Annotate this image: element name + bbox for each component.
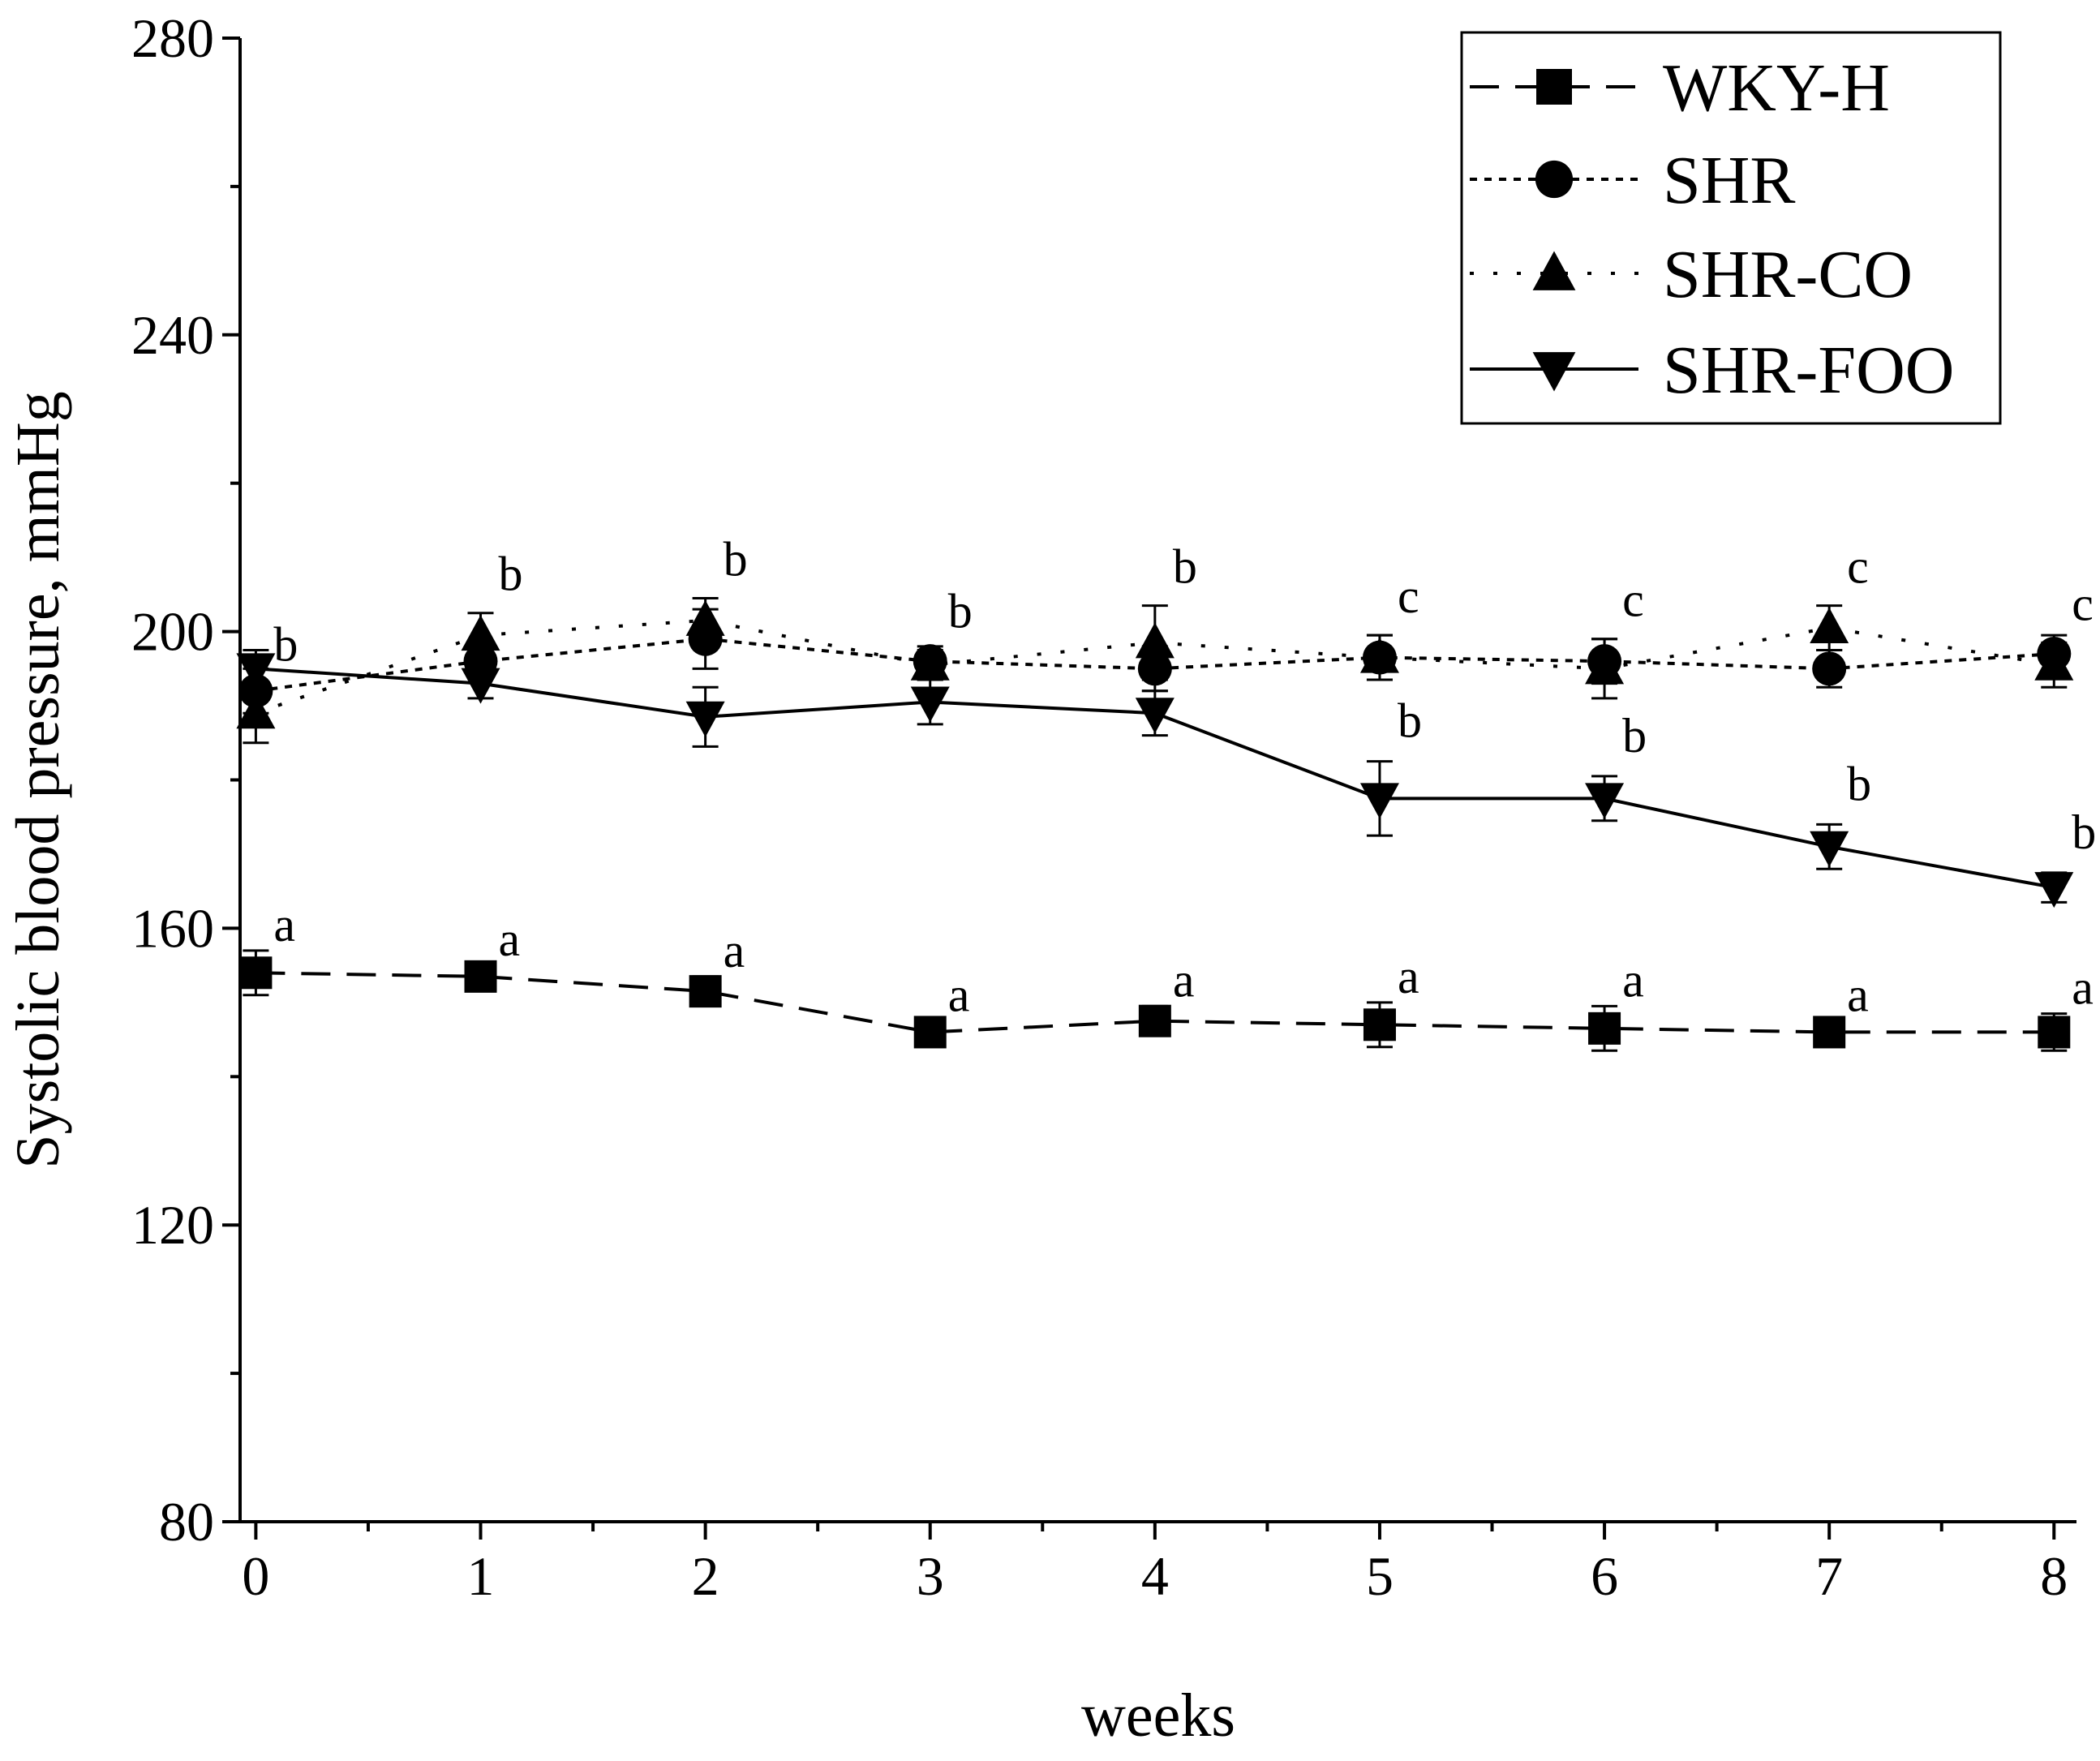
- data-point-shr-co: [1585, 648, 1625, 685]
- legend-marker-shr-foo: [1532, 352, 1576, 392]
- data-point-shr-co: [1135, 622, 1175, 659]
- x-axis-title: weeks: [1081, 1682, 1235, 1750]
- data-point-shr-foo: [910, 686, 950, 723]
- significance-label: a: [1622, 953, 1644, 1007]
- y-tick-label: 80: [159, 1491, 214, 1553]
- data-point-wky-h: [913, 1016, 947, 1049]
- data-point-wky-h: [1813, 1016, 1846, 1049]
- legend-label-wky-h: WKY-H: [1663, 50, 1890, 126]
- significance-label: c: [1398, 569, 1419, 623]
- significance-label: b: [1622, 709, 1647, 762]
- data-point-wky-h: [1363, 1008, 1396, 1042]
- x-tick-label: 3: [917, 1545, 944, 1607]
- data-point-shr-foo: [1135, 698, 1175, 734]
- y-tick-label: 160: [131, 897, 214, 959]
- significance-label: a: [273, 898, 295, 951]
- legend-label-shr-co: SHR-CO: [1663, 237, 1913, 312]
- data-point-shr-co: [236, 693, 276, 729]
- x-tick-label: 1: [467, 1545, 495, 1607]
- data-point-wky-h: [2038, 1016, 2071, 1049]
- x-tick-label: 8: [2040, 1545, 2068, 1607]
- data-point-shr-co: [685, 599, 725, 636]
- x-tick-label: 7: [1815, 1545, 1843, 1607]
- significance-label: b: [1173, 540, 1197, 594]
- x-tick-label: 5: [1366, 1545, 1394, 1607]
- x-tick-label: 4: [1141, 1545, 1169, 1607]
- series-shr-foo: [236, 648, 2074, 908]
- data-point-shr-co: [1810, 608, 1849, 644]
- significance-label: b: [724, 532, 748, 586]
- significance-label: b: [1398, 694, 1422, 748]
- series-shr-co: [236, 596, 2074, 745]
- significance-label: b: [1847, 757, 1871, 810]
- significance-label: a: [724, 924, 745, 977]
- significance-label: b: [2072, 805, 2096, 859]
- data-point-shr-foo: [1359, 783, 1399, 819]
- data-point-wky-h: [689, 975, 722, 1008]
- data-point-shr-foo: [685, 701, 725, 737]
- data-point-wky-h: [239, 956, 273, 990]
- y-tick-label: 240: [131, 304, 214, 366]
- data-point-shr-co: [910, 644, 950, 681]
- data-point-shr-co: [2034, 644, 2074, 681]
- significance-label: a: [499, 913, 521, 966]
- significance-label: a: [1173, 953, 1195, 1007]
- y-tick-label: 120: [131, 1194, 214, 1256]
- significance-label: b: [273, 618, 298, 672]
- data-point-wky-h: [1138, 1004, 1171, 1037]
- series-wky-h: [239, 949, 2071, 1052]
- data-point-shr-foo: [2034, 872, 2074, 908]
- x-tick-label: 0: [242, 1545, 269, 1607]
- data-point-wky-h: [1588, 1012, 1621, 1045]
- legend-label-shr: SHR: [1663, 143, 1795, 218]
- data-point-shr-foo: [461, 668, 500, 704]
- y-axis-title: Systolic blood pressure, mmHg: [4, 391, 72, 1168]
- data-point-shr-foo: [236, 653, 276, 689]
- data-point-shr: [1812, 651, 1847, 686]
- legend-label-shr-foo: SHR-FOO: [1663, 333, 1954, 408]
- significance-label: a: [2072, 961, 2094, 1015]
- significance-label: a: [948, 969, 970, 1022]
- data-point-shr-co: [1359, 637, 1399, 673]
- significance-label: c: [1622, 573, 1644, 627]
- data-point-shr-foo: [1585, 783, 1625, 819]
- y-tick-label: 280: [131, 7, 214, 69]
- significance-label: c: [2072, 577, 2094, 630]
- legend-marker-shr-co: [1532, 251, 1576, 290]
- series-line-wky-h: [256, 971, 2055, 1034]
- data-point-shr-foo: [1810, 831, 1849, 867]
- data-point-wky-h: [464, 960, 497, 993]
- data-point-shr-co: [461, 615, 500, 651]
- legend-marker-shr: [1535, 160, 1574, 199]
- significance-label: b: [948, 584, 973, 638]
- significance-label: c: [1847, 540, 1869, 594]
- x-tick-label: 2: [692, 1545, 719, 1607]
- significance-label: a: [1847, 969, 1869, 1022]
- y-tick-label: 200: [131, 601, 214, 663]
- x-tick-label: 6: [1591, 1545, 1618, 1607]
- significance-label: b: [499, 548, 523, 601]
- significance-label: a: [1398, 950, 1419, 1003]
- legend-marker-wky-h: [1536, 69, 1572, 105]
